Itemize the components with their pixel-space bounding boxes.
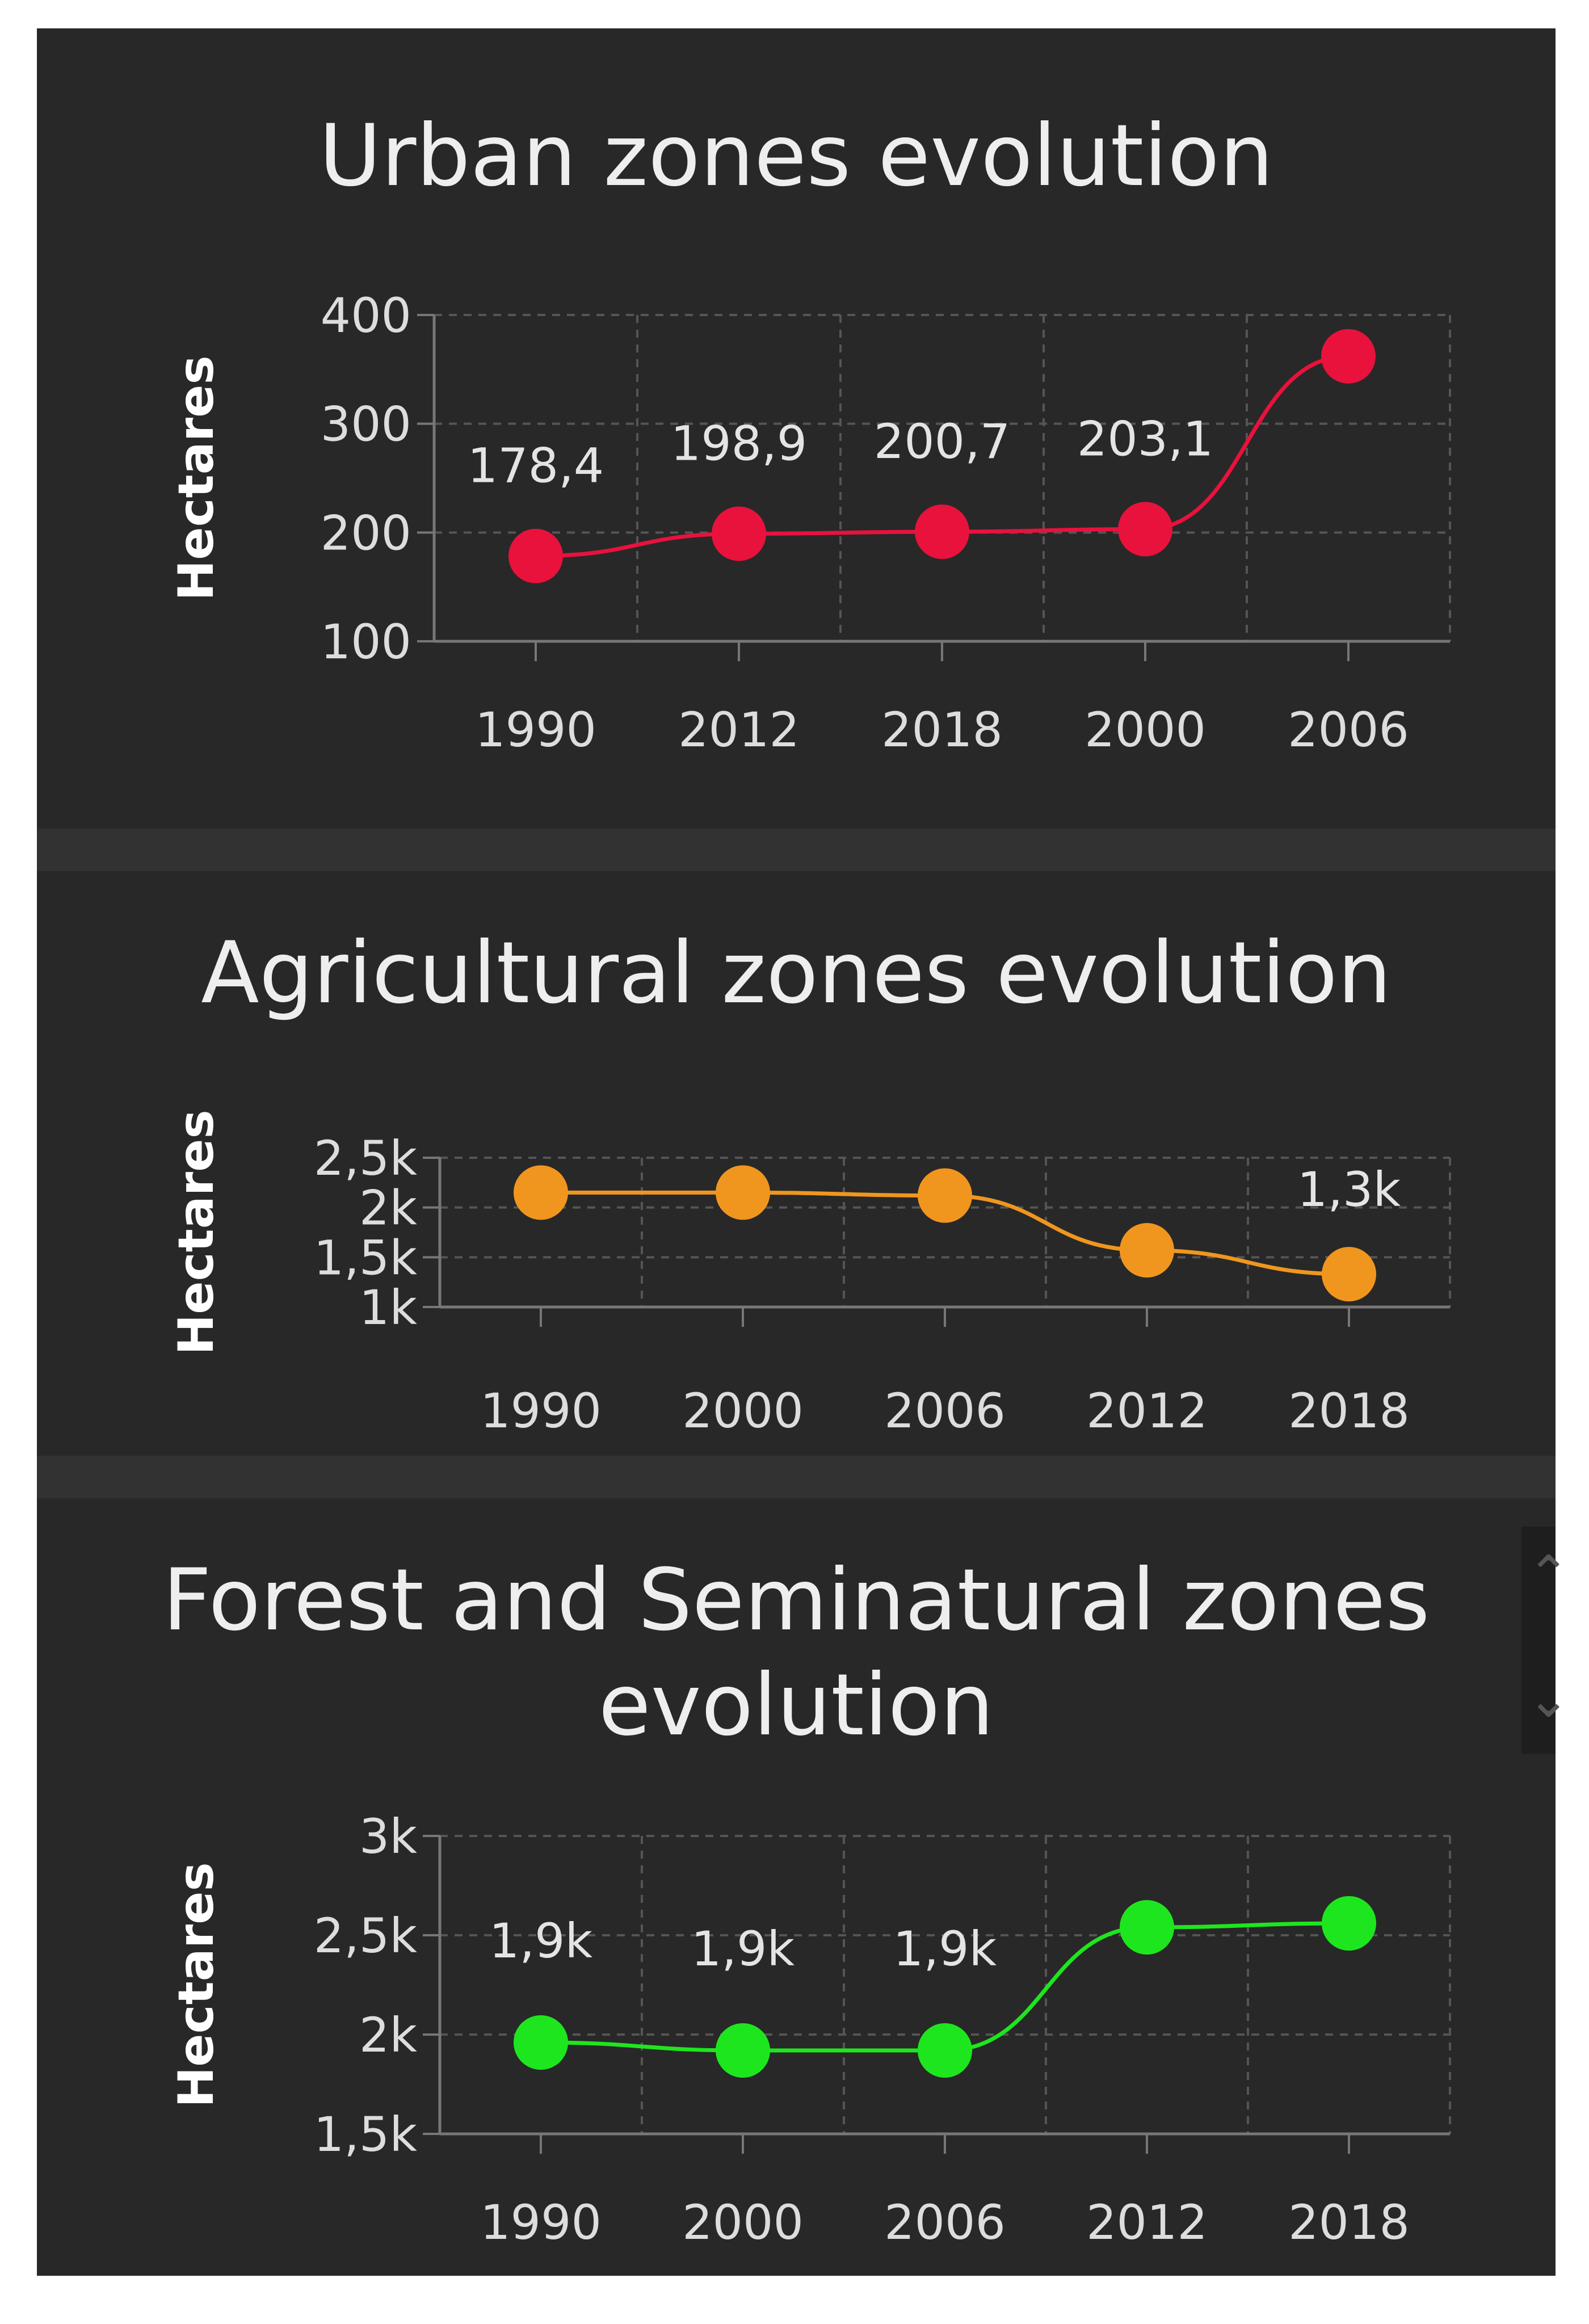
x-tick-label: 2012 — [678, 702, 800, 758]
data-label: 1,9k — [691, 1921, 795, 1977]
data-point — [508, 528, 563, 583]
y-tick-label: 3k — [359, 1809, 417, 1864]
x-tick-label: 2000 — [682, 1383, 804, 1439]
agricultural-chart-panel: Agricultural zones evolution 1k 1,5k 2k 2,5… — [37, 871, 1556, 1456]
data-point — [514, 1165, 568, 1220]
x-tick-label: 2018 — [1288, 2195, 1410, 2250]
panel-divider — [37, 1456, 1556, 1498]
forest-chart: 1,5k 2k 2,5k 3k 1990 2000 2006 2012 2018 Hectares… — [168, 1809, 1451, 2250]
dashboard-frame: Urban zones evolution 100 200 300 400 1990 20… — [37, 28, 1570, 2276]
data-point — [716, 1165, 770, 1220]
chart-title-line-2: evolution — [598, 1656, 994, 1755]
data-label: 1,9k — [893, 1921, 997, 1977]
x-tick-label: 2000 — [1084, 702, 1206, 758]
data-label: 200,7 — [874, 414, 1010, 469]
y-tick-label: 1,5k — [314, 1230, 418, 1285]
x-tick-label: 1990 — [480, 1383, 602, 1439]
data-label: 178,4 — [468, 438, 604, 494]
y-tick-label: 1k — [359, 1280, 417, 1335]
data-point — [1322, 1247, 1376, 1302]
y-tick-label: 200 — [321, 505, 411, 561]
y-tick-label: 400 — [321, 288, 411, 343]
chart-title: Urban zones evolution — [319, 107, 1273, 205]
y-tick-label: 100 — [321, 614, 411, 670]
data-point — [1321, 329, 1376, 384]
series-line — [535, 354, 1349, 558]
x-tick-label: 2018 — [1288, 1383, 1410, 1439]
y-tick-label: 2k — [359, 1180, 417, 1236]
data-point — [1322, 1896, 1376, 1951]
y-tick-label: 2k — [359, 2007, 417, 2063]
y-tick-label: 300 — [321, 397, 411, 452]
chart-title-line-1: Forest and Seminatural zones — [162, 1551, 1430, 1650]
data-label: 1,9k — [489, 1913, 593, 1969]
x-tick-label: 1990 — [480, 2195, 602, 2250]
x-tick-label: 2006 — [884, 2195, 1006, 2250]
chart-title: Agricultural zones evolution — [201, 924, 1392, 1023]
data-label: 198,9 — [671, 415, 807, 471]
side-scroll-tab[interactable]: ⌃ ⌄ — [1521, 1527, 1570, 1754]
x-tick-label: 2012 — [1086, 2195, 1208, 2250]
x-tick-label: 2000 — [682, 2195, 804, 2250]
urban-chart-panel: Urban zones evolution 100 200 300 400 1990 20… — [37, 28, 1556, 829]
data-point — [1118, 502, 1172, 557]
x-tick-label: 2012 — [1086, 1383, 1208, 1439]
forest-chart-panel: Forest and Seminatural zones evolution 1… — [37, 1498, 1556, 2276]
chevron-down-icon[interactable]: ⌄ — [1527, 1670, 1570, 1729]
data-point — [716, 2023, 770, 2078]
y-axis-title: Hectares — [168, 1862, 225, 2107]
data-point — [1120, 1223, 1174, 1278]
chevron-up-icon[interactable]: ⌃ — [1527, 1545, 1570, 1604]
y-axis-title: Hectares — [168, 355, 225, 600]
x-tick-label: 1990 — [475, 702, 596, 758]
data-point — [918, 2023, 972, 2078]
y-tick-label: 2,5k — [314, 1908, 418, 1964]
data-point — [1120, 1900, 1174, 1955]
x-tick-label: 2006 — [1288, 702, 1409, 758]
data-point — [918, 1168, 972, 1223]
x-tick-label: 2018 — [881, 702, 1003, 758]
data-label: 1,3k — [1297, 1162, 1401, 1217]
data-point — [514, 2015, 568, 2070]
data-point — [915, 504, 969, 559]
data-point — [712, 506, 766, 561]
data-label: 203,1 — [1077, 411, 1213, 467]
x-tick-label: 2006 — [884, 1383, 1006, 1439]
urban-chart: 100 200 300 400 1990 2012 2018 2000 2006 Hectares… — [168, 288, 1451, 758]
y-tick-label: 2,5k — [314, 1131, 418, 1186]
panel-divider — [37, 829, 1556, 871]
y-axis-title: Hectares — [168, 1110, 225, 1355]
y-tick-label: 1,5k — [314, 2107, 418, 2162]
